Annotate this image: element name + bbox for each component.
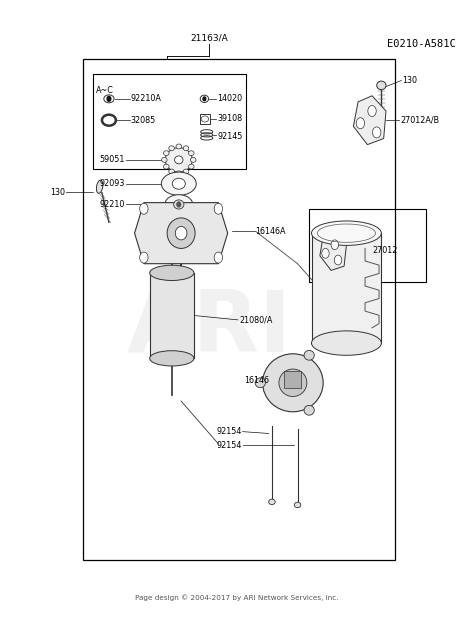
Ellipse shape [164,151,169,155]
Ellipse shape [176,171,182,176]
Bar [284,371,301,387]
Ellipse shape [304,350,314,360]
Ellipse shape [162,157,167,162]
Ellipse shape [263,354,323,412]
Ellipse shape [165,195,193,214]
Polygon shape [135,202,228,264]
Text: 16146: 16146 [245,376,270,386]
Text: ARI: ARI [127,287,292,370]
Ellipse shape [96,180,103,193]
Ellipse shape [183,169,189,174]
Text: Page design © 2004-2017 by ARI Network Services, Inc.: Page design © 2004-2017 by ARI Network S… [135,594,339,601]
Text: 16146A: 16146A [255,227,286,236]
Ellipse shape [191,157,196,162]
Text: 21080/A: 21080/A [239,316,273,324]
Ellipse shape [172,178,185,189]
Circle shape [140,252,148,263]
Text: A~C: A~C [96,87,114,95]
Ellipse shape [377,81,386,90]
Ellipse shape [294,502,301,508]
Ellipse shape [189,151,194,155]
Ellipse shape [167,218,195,248]
Circle shape [373,127,381,138]
Circle shape [334,255,342,265]
Ellipse shape [174,156,183,164]
Circle shape [322,248,329,258]
Bar [311,233,382,343]
Text: 27012A/B: 27012A/B [400,116,439,124]
Text: E0210-A581C: E0210-A581C [387,39,456,49]
Polygon shape [354,96,386,145]
Bar [309,209,426,282]
Ellipse shape [175,227,187,240]
Ellipse shape [304,405,314,415]
Ellipse shape [311,331,382,355]
Ellipse shape [164,164,169,169]
Text: 92210A: 92210A [131,94,162,103]
Ellipse shape [150,351,194,366]
Ellipse shape [176,144,182,149]
Ellipse shape [165,148,192,172]
Text: 130: 130 [50,188,65,197]
Bar [83,59,395,560]
Text: 92145: 92145 [218,132,243,141]
Text: 59051: 59051 [100,155,125,165]
Ellipse shape [150,265,194,280]
Text: 92093: 92093 [100,180,125,188]
Text: 32085: 32085 [131,116,156,124]
Text: 21163/A: 21163/A [190,33,228,42]
Circle shape [140,203,148,214]
Text: 92154: 92154 [216,427,242,436]
Circle shape [203,97,206,101]
Text: 27012: 27012 [372,246,397,256]
Polygon shape [320,232,346,271]
Text: 92210: 92210 [100,200,125,209]
Ellipse shape [311,221,382,245]
Ellipse shape [169,146,174,150]
Ellipse shape [269,499,275,504]
Text: 14020: 14020 [218,94,243,103]
Circle shape [177,202,181,207]
Ellipse shape [183,146,189,150]
Circle shape [331,240,338,249]
Bar [92,74,246,169]
Circle shape [107,97,111,102]
Ellipse shape [169,169,174,174]
Text: 39108: 39108 [218,115,243,123]
Text: 92154: 92154 [216,441,242,449]
Circle shape [368,105,376,116]
Ellipse shape [255,378,265,387]
Ellipse shape [161,172,196,196]
Ellipse shape [189,164,194,169]
Bar [150,273,194,358]
Bar [200,114,210,124]
Circle shape [214,203,223,214]
Circle shape [214,252,223,263]
Ellipse shape [279,369,307,397]
Circle shape [356,118,365,129]
Ellipse shape [173,200,184,209]
Text: 130: 130 [402,76,417,85]
